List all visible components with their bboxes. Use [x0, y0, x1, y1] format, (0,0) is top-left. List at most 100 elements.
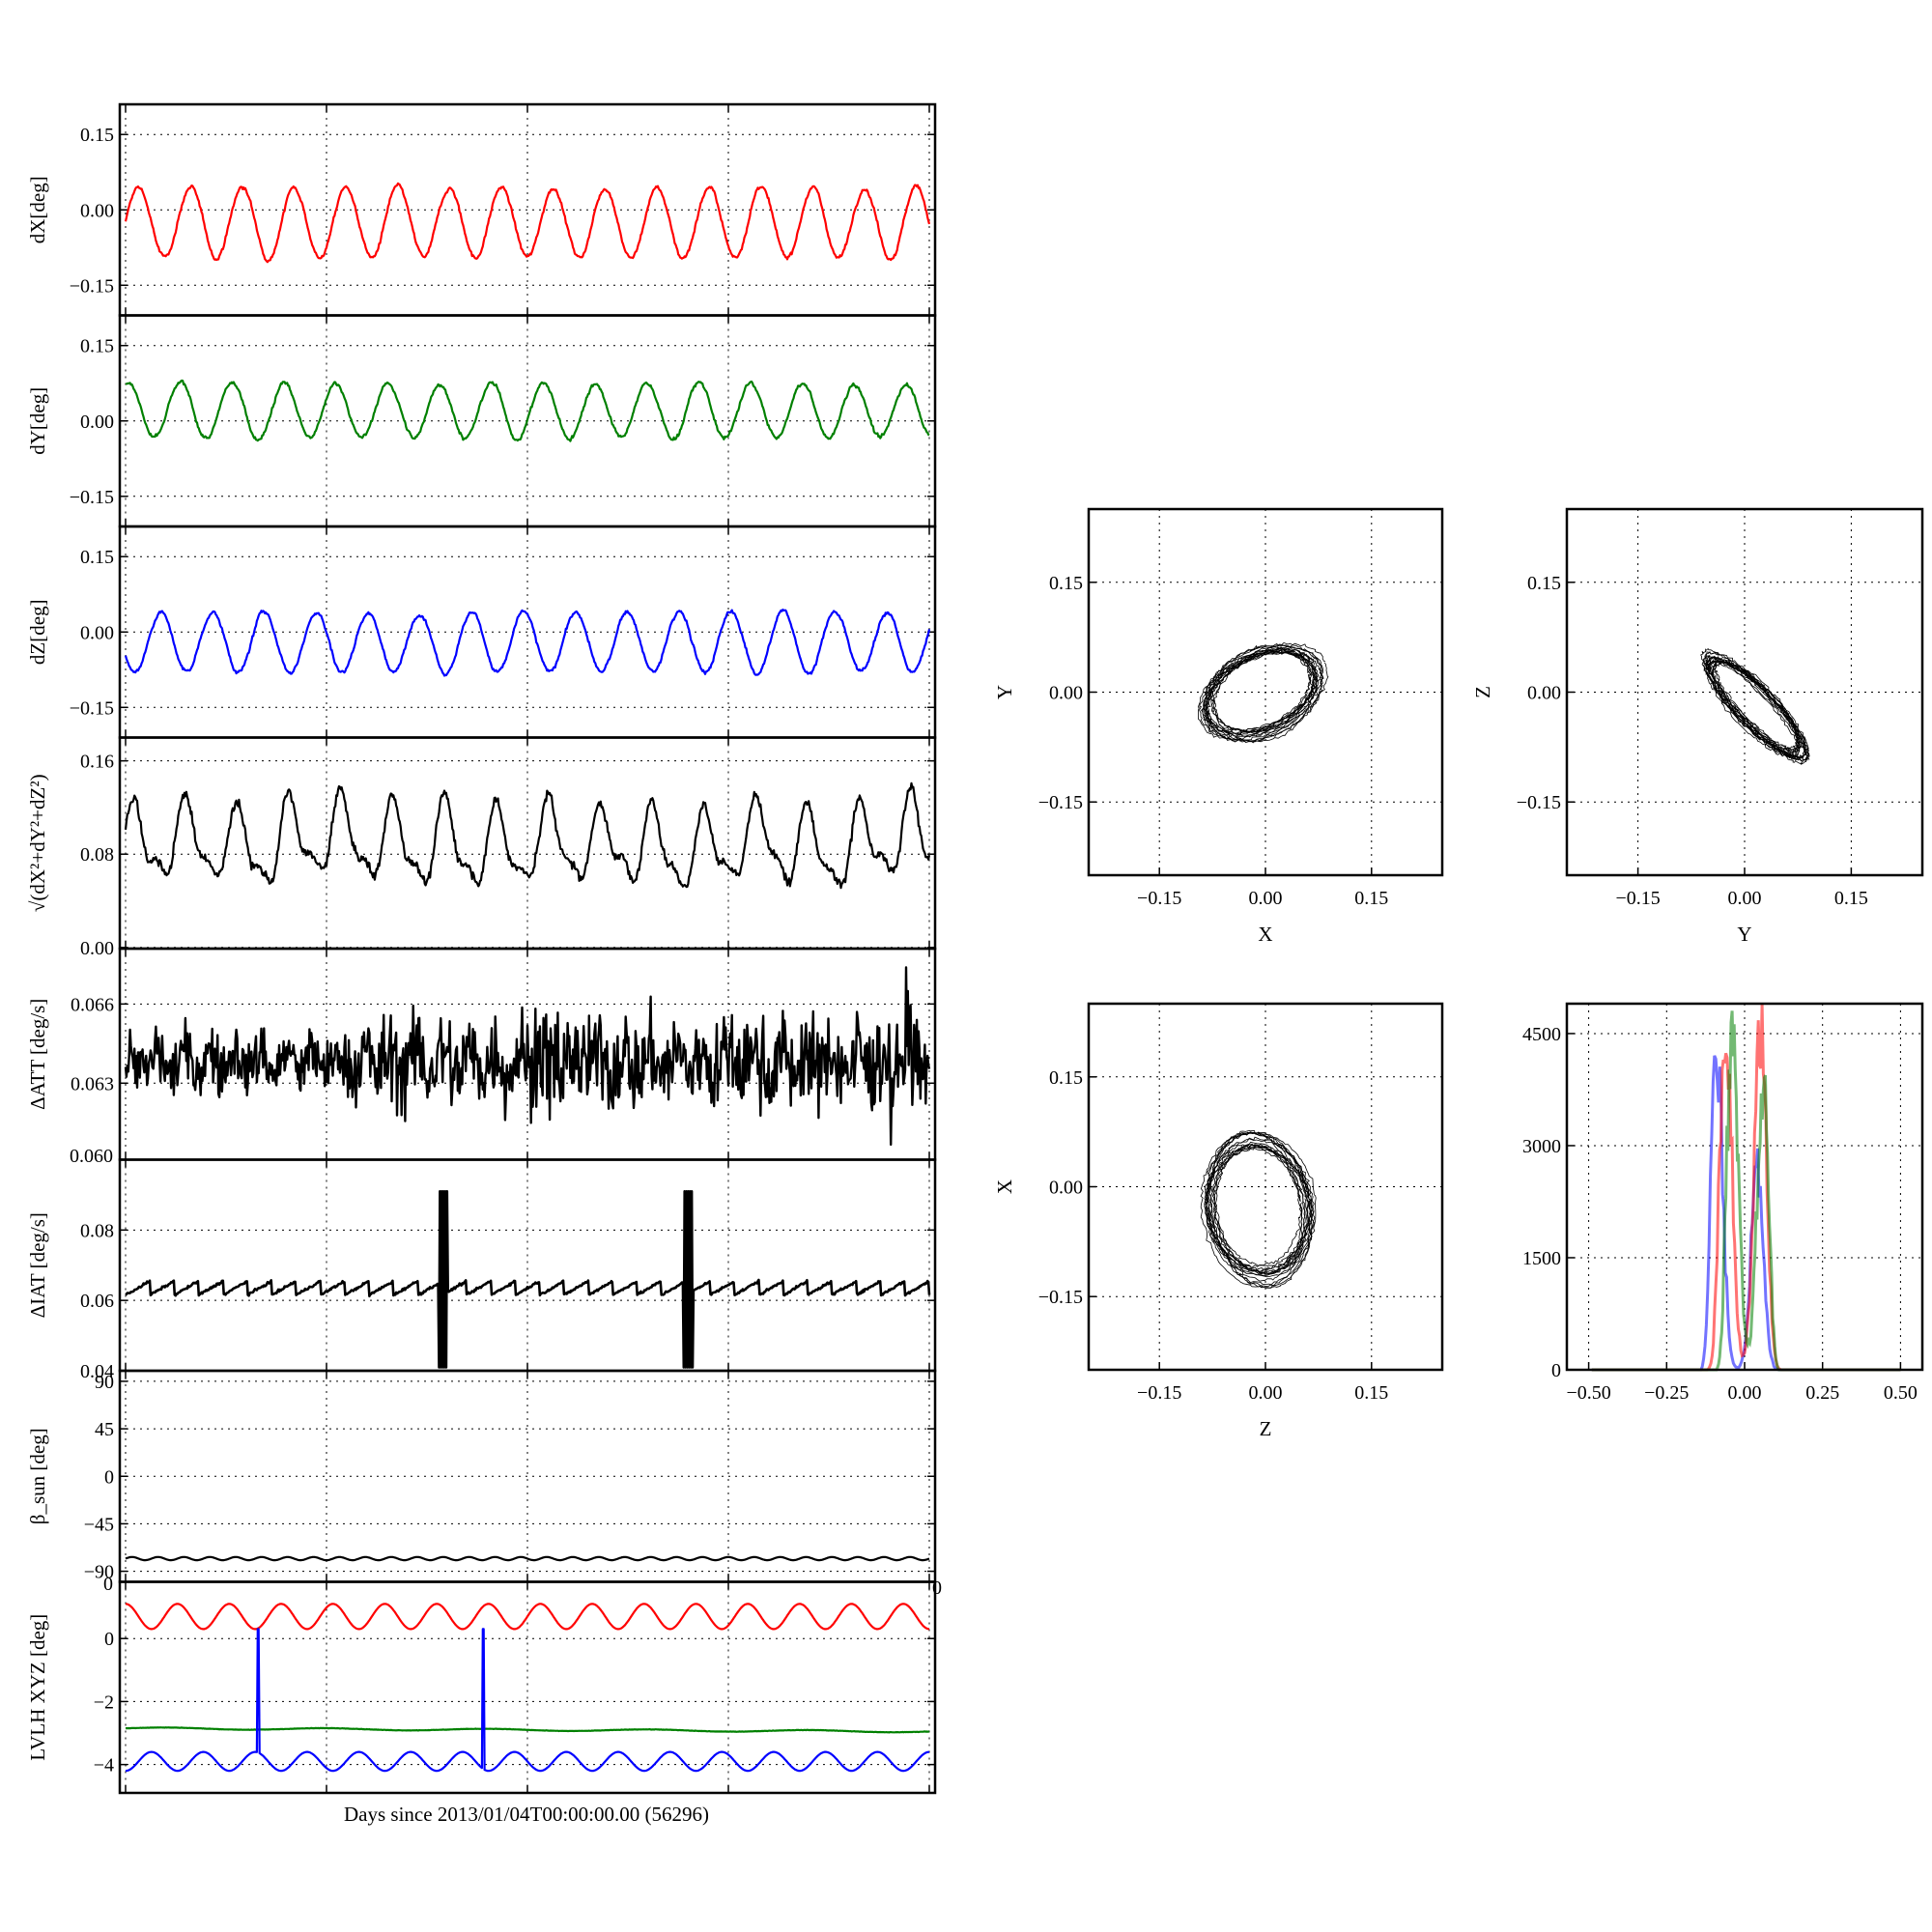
y-tick-label: 4500 — [1522, 1024, 1561, 1045]
y-axis-label: √(dX²+dY²+dZ²) — [26, 774, 49, 912]
x-tick-label: 0.00 — [1728, 888, 1762, 909]
y-tick-label: 0.15 — [1049, 1067, 1083, 1089]
scatter-panel: −0.15 −0.15 0.00 0.00 0.15 0.15 Z X — [993, 1002, 1444, 1440]
y-tick-label: 0.06 — [80, 1291, 114, 1312]
y-tick-label: −0.15 — [70, 487, 114, 508]
stray-tick-right: 0 — [932, 1577, 942, 1599]
y-tick-label: −0.15 — [1038, 792, 1083, 813]
y-axis-label: β_sun [deg] — [26, 1428, 49, 1524]
scatter-trace — [1706, 656, 1806, 760]
y-tick-label: −0.15 — [70, 275, 114, 297]
y-axis-label: dY[deg] — [26, 387, 49, 455]
y-axis-label: Y — [993, 685, 1016, 699]
x-tick-label: 0.00 — [1728, 1382, 1762, 1404]
y-tick-label: 0.00 — [1049, 683, 1083, 704]
series-line-blue — [125, 1628, 930, 1773]
y-axis-label: dX[deg] — [26, 176, 49, 243]
series-line-blue — [124, 608, 931, 677]
histogram-panel: −0.50 −0.25 0.00 0.25 0.50 4500 3000 1500 0 — [1522, 1002, 1924, 1404]
x-tick-label: 0.25 — [1805, 1382, 1839, 1404]
scatter-trace — [1210, 650, 1312, 731]
y-axis-label: ΔIAT [deg/s] — [26, 1212, 49, 1318]
y-tick-label: 1500 — [1522, 1248, 1561, 1269]
axes-frame — [118, 1580, 937, 1795]
y-tick-label: −0.15 — [1517, 792, 1561, 813]
y-tick-label: 0.15 — [80, 547, 114, 568]
series-line-red — [125, 1603, 930, 1631]
timeseries-panel: 0.15 0.00 −0.15 dZ[deg] — [26, 525, 937, 739]
x-tick-label: 0.15 — [1354, 1382, 1388, 1404]
axes-frame — [1087, 1002, 1444, 1372]
y-tick-label: 0.00 — [80, 622, 114, 643]
y-tick-label: 0.15 — [1049, 573, 1083, 594]
hist-line-red — [1591, 1003, 1901, 1372]
y-axis-label: Z — [1471, 686, 1494, 698]
y-tick-label: 0 — [104, 1629, 114, 1650]
y-tick-label: 0.063 — [71, 1073, 114, 1094]
scatter-trace — [1704, 651, 1810, 762]
y-tick-label: 0.00 — [1049, 1178, 1083, 1199]
scatter-trace — [1212, 649, 1316, 732]
series-line-black — [125, 1555, 930, 1562]
scatter-trace — [1702, 651, 1807, 759]
y-tick-label: 0.15 — [80, 125, 114, 146]
y-tick-label: 0.08 — [80, 844, 114, 866]
x-tick-label: −0.50 — [1566, 1382, 1610, 1404]
y-axis-label: ΔATT [deg/s] — [26, 999, 49, 1110]
x-tick-label: −0.15 — [1137, 888, 1181, 909]
scatter-trace — [1199, 645, 1323, 740]
y-tick-label: 0.00 — [80, 938, 114, 959]
hist-line-blue — [1591, 1055, 1901, 1372]
y-tick-label: 0 — [1551, 1360, 1561, 1381]
y-axis-label: dZ[deg] — [26, 599, 49, 665]
stray-tick-left: 0 — [103, 1574, 113, 1595]
scatter-trace — [1200, 1132, 1316, 1289]
timeseries-panel: 0.066 0.063 ΔATT [deg/s] — [26, 947, 937, 1161]
scatter-trace — [1209, 1129, 1303, 1289]
y-tick-label: −90 — [84, 1562, 114, 1583]
series-line-red — [124, 182, 931, 264]
timeseries-panel: 0.08 0.06 0.04 ΔIAT [deg/s] — [26, 1158, 937, 1382]
scatter-panel: −0.15 −0.15 0.00 0.00 0.15 0.15 Y Z — [1471, 507, 1924, 946]
y-tick-label: 0.00 — [1527, 683, 1561, 704]
hist-line-green — [1591, 1010, 1901, 1372]
y-tick-label: 0.00 — [80, 200, 114, 221]
scatter-trace — [1708, 655, 1808, 758]
scatter-trace — [1197, 642, 1329, 742]
axes-frame — [118, 736, 937, 951]
y-tick-label: 0.16 — [80, 752, 114, 773]
y-tick-label: 3000 — [1522, 1136, 1561, 1157]
scatter-trace — [1205, 1146, 1312, 1268]
scatter-trace — [1700, 647, 1809, 762]
y-tick-label: −2 — [94, 1691, 114, 1713]
series-line-green — [125, 379, 930, 442]
series-line-black — [124, 781, 931, 890]
y-tick-label: −4 — [94, 1755, 114, 1776]
timeseries-panel: 0 −2 −4 LVLH XYZ [deg] — [26, 1580, 937, 1795]
y-axis-label: X — [993, 1179, 1016, 1194]
x-axis-label: Y — [1737, 923, 1751, 946]
x-tick-label: −0.15 — [1137, 1382, 1181, 1404]
scatter-trace — [1702, 655, 1808, 765]
scatter-trace — [1204, 647, 1323, 744]
y-tick-label: −0.15 — [70, 697, 114, 719]
y-tick-label: 0 — [104, 1466, 114, 1488]
y-tick-label: 0.15 — [1527, 573, 1561, 594]
y-tick-label: 0.066 — [71, 994, 114, 1015]
axes-frame — [1087, 507, 1444, 877]
axes-frame — [1565, 1002, 1924, 1372]
scatter-trace — [1205, 648, 1313, 732]
axes-frame — [1565, 507, 1924, 877]
x-tick-label: −0.15 — [1615, 888, 1660, 909]
timeseries-panel: 0.16 0.08 0.00 √(dX²+dY²+dZ²) — [26, 736, 937, 959]
scatter-trace — [1709, 659, 1802, 754]
x-axis-label: Days since 2013/01/04T00:00:00.00 (56296… — [344, 1803, 709, 1826]
y-tick-label: 0.04 — [80, 1361, 114, 1382]
x-axis-label: X — [1258, 923, 1272, 946]
overlap-tick-label: 0.060 — [70, 1146, 113, 1167]
y-tick-label: 0.08 — [80, 1220, 114, 1241]
scatter-trace — [1706, 659, 1799, 753]
x-tick-label: 0.00 — [1249, 888, 1283, 909]
y-axis-label: LVLH XYZ [deg] — [26, 1614, 49, 1761]
